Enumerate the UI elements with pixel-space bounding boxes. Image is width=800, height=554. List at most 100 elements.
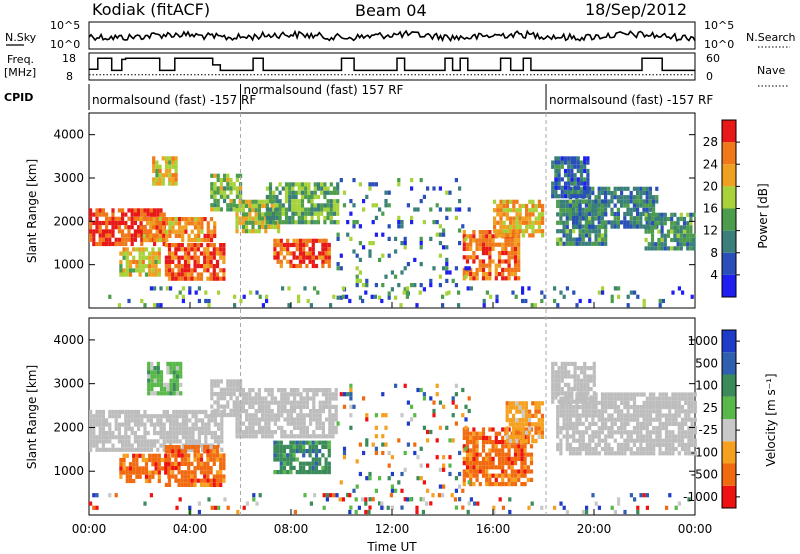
range-time-cell xyxy=(223,497,227,502)
range-time-cell xyxy=(531,208,535,213)
range-time-cell xyxy=(528,220,532,225)
range-time-cell xyxy=(510,255,514,260)
range-time-cell xyxy=(193,466,197,471)
range-time-cell xyxy=(677,438,681,443)
range-time-cell xyxy=(485,469,489,474)
range-time-cell xyxy=(291,215,295,221)
range-time-cell xyxy=(623,203,627,208)
range-time-cell xyxy=(632,400,637,405)
range-time-cell xyxy=(232,412,236,418)
range-time-cell xyxy=(141,255,145,260)
range-time-cell xyxy=(645,203,649,208)
range-time-cell xyxy=(174,168,178,174)
range-time-cell xyxy=(207,303,211,308)
range-time-cell xyxy=(135,268,139,273)
range-time-cell xyxy=(219,379,223,384)
range-time-cell xyxy=(387,224,391,229)
range-time-cell xyxy=(199,461,204,466)
range-time-cell xyxy=(554,185,558,190)
range-time-cell xyxy=(626,186,630,191)
range-time-cell xyxy=(114,216,118,221)
range-time-cell xyxy=(150,378,154,383)
range-time-cell xyxy=(114,225,118,230)
range-time-cell xyxy=(212,276,216,281)
range-time-cell xyxy=(632,220,636,225)
range-time-cell xyxy=(311,461,315,466)
range-time-cell xyxy=(194,418,198,423)
range-time-cell xyxy=(98,225,102,230)
range-time-cell xyxy=(481,448,486,453)
range-time-cell xyxy=(579,382,584,387)
range-time-cell xyxy=(332,211,337,216)
range-time-cell xyxy=(251,404,255,409)
range-time-cell xyxy=(572,207,576,212)
range-time-cell xyxy=(626,203,630,208)
range-time-cell xyxy=(462,427,466,432)
range-time-cell xyxy=(128,259,133,265)
range-time-cell xyxy=(289,430,293,435)
range-time-cell xyxy=(650,212,655,217)
range-time-cell xyxy=(567,168,571,174)
range-time-cell xyxy=(556,447,560,452)
range-time-cell xyxy=(245,224,249,230)
range-time-cell xyxy=(588,233,592,238)
range-time-cell xyxy=(687,400,691,405)
range-time-cell xyxy=(629,413,633,418)
range-time-cell xyxy=(321,392,325,397)
range-time-cell xyxy=(336,190,340,195)
range-time-cell xyxy=(220,422,224,427)
range-time-cell xyxy=(642,405,646,410)
range-time-cell xyxy=(565,430,569,435)
range-time-cell xyxy=(693,409,697,414)
range-time-cell xyxy=(267,413,271,418)
range-time-cell xyxy=(469,473,473,478)
range-time-cell xyxy=(639,392,643,397)
range-time-cell xyxy=(138,453,142,458)
range-time-cell xyxy=(346,492,350,498)
range-time-cell xyxy=(145,238,150,243)
range-time-cell xyxy=(504,242,508,247)
range-time-cell xyxy=(321,242,325,248)
range-time-cell xyxy=(505,405,509,410)
range-time-cell xyxy=(286,421,290,426)
range-time-cell xyxy=(254,400,258,405)
range-time-cell xyxy=(432,186,436,191)
range-time-cell xyxy=(365,442,369,447)
range-time-cell xyxy=(642,303,646,308)
range-time-cell xyxy=(645,438,649,443)
range-time-cell xyxy=(652,405,656,410)
range-time-cell xyxy=(623,413,627,418)
range-time-cell xyxy=(682,242,687,247)
range-time-cell xyxy=(167,453,171,458)
range-time-cell xyxy=(168,173,172,178)
range-time-cell xyxy=(265,199,269,204)
range-time-cell xyxy=(629,195,633,200)
range-time-cell xyxy=(454,178,458,183)
range-time-cell xyxy=(222,453,226,458)
range-time-cell xyxy=(642,298,646,304)
range-time-cell xyxy=(400,471,404,477)
range-time-cell xyxy=(98,208,102,213)
range-time-cell xyxy=(197,501,201,506)
range-time-cell xyxy=(200,238,204,243)
range-time-cell xyxy=(648,409,653,414)
range-time-cell xyxy=(365,413,369,418)
colorbar-swatch xyxy=(722,419,736,442)
range-time-cell xyxy=(193,478,197,483)
range-time-cell xyxy=(235,173,239,178)
range-time-cell xyxy=(295,440,299,445)
range-time-cell xyxy=(128,470,133,475)
range-time-cell xyxy=(422,220,426,225)
range-time-cell xyxy=(155,217,159,222)
range-time-cell xyxy=(576,391,580,396)
range-time-cell xyxy=(652,430,656,435)
range-time-cell xyxy=(307,199,311,204)
range-time-cell xyxy=(267,392,271,397)
range-time-cell xyxy=(282,255,287,260)
range-time-cell xyxy=(629,438,633,443)
range-time-cell xyxy=(248,430,252,435)
range-time-cell xyxy=(568,417,573,422)
range-time-cell xyxy=(128,264,133,269)
range-time-cell xyxy=(147,361,151,366)
colorbar-swatch xyxy=(722,252,736,275)
